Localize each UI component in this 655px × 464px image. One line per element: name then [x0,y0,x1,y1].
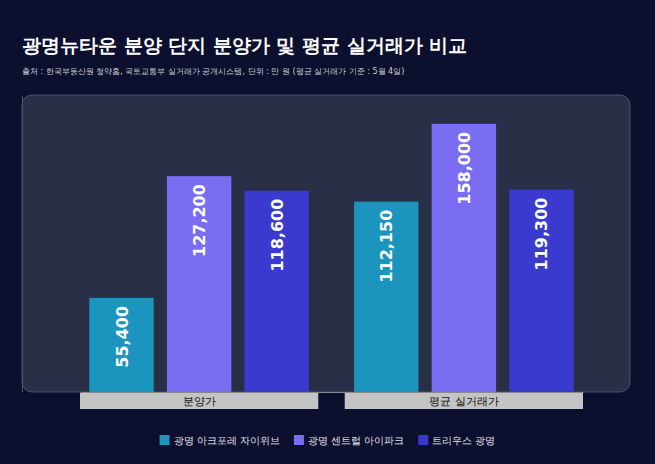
bar [245,191,309,392]
legend-swatch [160,435,170,445]
chart: 광명뉴타운 분양 단지 분양가 및 평균 실거래가 비교출처 : 한국부동산원 … [0,0,655,464]
data-labels: 55,400 112,150 127,200 158,000 118,600 119,30… [113,132,552,368]
x-axis-line [81,392,584,393]
bar [432,124,496,392]
legend-item: 광명 센트럴 아이파크 [294,435,404,446]
bar [89,298,153,392]
legend-label: 트리우스 광명 [432,435,495,446]
legend-item: 트리우스 광명 [418,435,495,446]
y-axis [22,96,23,393]
y-axis-line [22,96,23,393]
bars [89,124,573,392]
bar [509,190,573,392]
category-band [345,393,583,409]
x-tick: 평균 실거래가 [429,392,499,408]
data-label: 127,200 [190,184,209,257]
data-label: 118,600 [268,199,287,272]
bar [354,202,418,392]
data-label: 55,400 [113,306,132,368]
data-label: 158,000 [455,132,474,205]
data-label: 112,150 [377,210,396,283]
legend-label: 광명 센트럴 아이파크 [308,435,404,446]
x-tick-label: 분양가 [183,395,216,408]
title: 광명뉴타운 분양 단지 분양가 및 평균 실거래가 비교 [22,34,467,56]
legend-item: 광명 아크포레 자이위브 [160,435,280,446]
background [0,0,655,464]
x-axis: 분양가 평균 실거래가 [81,392,584,408]
legend-swatch [418,435,428,445]
legend: 광명 아크포레 자이위브 광명 센트럴 아이파크 트리우스 광명 [160,435,496,446]
legend-swatch [294,435,304,445]
bar [167,176,231,392]
category-band [80,393,318,409]
x-tick-label: 평균 실거래가 [429,395,499,408]
x-tick: 분양가 [183,392,216,408]
subtitle: 출처 : 한국부동산원 청약홈, 국토교통부 실거래가 공개시스템, 단위 : … [22,67,404,76]
legend-label: 광명 아크포레 자이위브 [174,435,280,446]
plot-panel [22,95,630,392]
data-label: 119,300 [532,198,551,271]
